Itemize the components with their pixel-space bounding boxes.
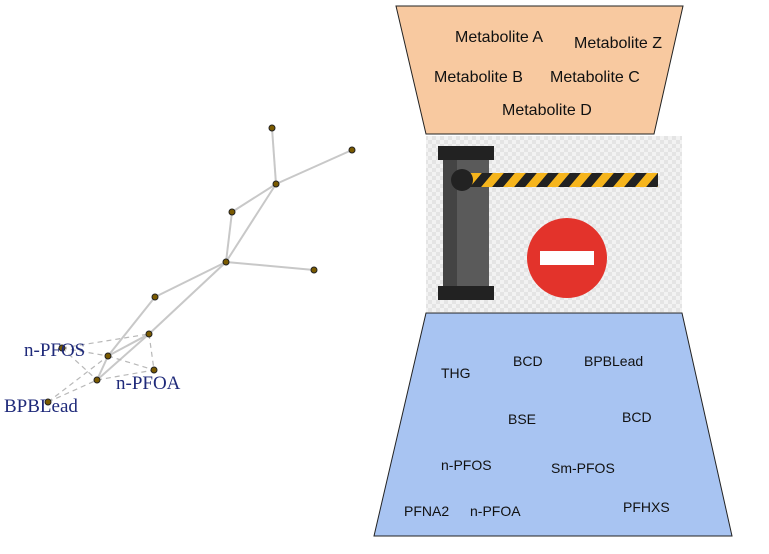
no-entry-icon (527, 218, 607, 298)
chemical-bcd-2: BCD (622, 409, 652, 425)
chemical-pfna2: PFNA2 (404, 503, 450, 519)
metabolite-panel (395, 5, 684, 135)
metabolite-c: Metabolite C (550, 69, 640, 86)
metabolite-z: Metabolite Z (574, 35, 663, 52)
chemical-panel (373, 312, 733, 537)
network-nodes (44, 124, 356, 406)
chemical-bpblead: BPBLead (584, 353, 644, 369)
chemical-bse: BSE (508, 411, 537, 427)
network-edges (96, 127, 353, 381)
chemical-bcd-1: BCD (513, 353, 543, 369)
network-label-n-pfoa: n-PFOA (116, 373, 181, 394)
network-label-bpblead: BPBLead (4, 396, 78, 417)
barrier-illustration (426, 136, 682, 312)
chemical-pfhxs: PFHXS (623, 499, 670, 515)
chemical-thg: THG (441, 365, 471, 381)
metabolite-b: Metabolite B (434, 69, 523, 86)
chemical-sm-pfos: Sm-PFOS (551, 460, 615, 476)
network-label-n-pfos: n-PFOS (24, 340, 85, 361)
metabolite-d: Metabolite D (502, 102, 592, 119)
gate-arm (470, 173, 658, 187)
metabolite-a: Metabolite A (455, 29, 544, 46)
chemical-n-pfos: n-PFOS (441, 457, 492, 473)
chemical-n-pfoa: n-PFOA (470, 503, 521, 519)
network-dashed-edges (47, 333, 155, 403)
